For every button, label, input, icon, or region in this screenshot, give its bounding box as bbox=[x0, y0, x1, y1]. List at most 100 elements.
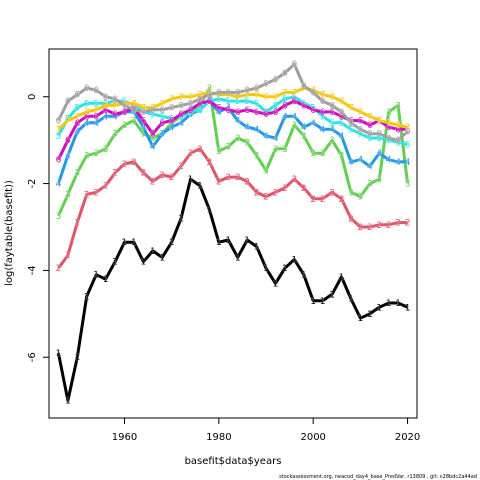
x-tick-label: 2000 bbox=[300, 432, 325, 443]
data-point: 2 bbox=[207, 158, 213, 168]
data-point: 0 bbox=[310, 88, 316, 98]
data-point: 5 bbox=[254, 99, 260, 109]
data-point: 2 bbox=[140, 169, 146, 179]
data-point: 7 bbox=[348, 104, 354, 114]
data-point: 6 bbox=[122, 108, 128, 118]
plot-frame bbox=[48, 48, 418, 419]
data-point: 1 bbox=[329, 290, 335, 300]
data-point: 0 bbox=[188, 99, 194, 109]
data-point: 5 bbox=[235, 97, 241, 107]
series-line bbox=[56, 177, 409, 403]
data-point: 3 bbox=[329, 136, 335, 146]
data-point: 5 bbox=[367, 134, 373, 144]
data-point: 6 bbox=[235, 108, 241, 118]
data-point: 2 bbox=[282, 184, 288, 194]
data-point: 2 bbox=[169, 173, 175, 183]
data-point: 4 bbox=[376, 149, 382, 159]
data-point: 1 bbox=[254, 243, 260, 253]
data-point: 5 bbox=[291, 93, 297, 103]
data-point: 6 bbox=[291, 97, 297, 107]
data-point: 6 bbox=[207, 97, 213, 107]
data-point: 1 bbox=[291, 256, 297, 266]
data-point: 3 bbox=[301, 132, 307, 142]
data-point: 0 bbox=[320, 97, 326, 107]
data-point: 6 bbox=[188, 106, 194, 116]
data-point: 2 bbox=[244, 177, 250, 187]
data-point: 1 bbox=[235, 253, 241, 263]
data-point: 1 bbox=[282, 264, 288, 274]
data-point: 0 bbox=[386, 134, 392, 144]
data-point: 7 bbox=[329, 93, 335, 103]
data-point: 2 bbox=[395, 219, 401, 229]
data-point: 0 bbox=[122, 101, 128, 111]
data-point: 7 bbox=[159, 99, 165, 109]
data-point: 1 bbox=[348, 295, 354, 305]
data-point: 3 bbox=[93, 149, 99, 159]
data-point: 0 bbox=[376, 130, 382, 140]
data-point: 5 bbox=[320, 112, 326, 122]
data-point: 5 bbox=[348, 125, 354, 135]
data-point: 6 bbox=[65, 136, 71, 146]
data-point: 3 bbox=[263, 167, 269, 177]
data-point: 2 bbox=[159, 171, 165, 181]
data-point: 2 bbox=[93, 188, 99, 198]
data-point: 7 bbox=[65, 117, 71, 127]
data-point: 6 bbox=[395, 125, 401, 135]
data-point: 5 bbox=[386, 136, 392, 146]
data-point: 0 bbox=[56, 117, 62, 127]
data-point: 2 bbox=[348, 214, 354, 224]
data-point: 4 bbox=[386, 156, 392, 166]
data-point: 5 bbox=[216, 95, 222, 105]
data-point: 5 bbox=[150, 110, 156, 120]
series-line bbox=[57, 147, 408, 270]
data-point: 5 bbox=[93, 99, 99, 109]
data-point: 7 bbox=[395, 121, 401, 131]
data-point: 0 bbox=[216, 88, 222, 98]
data-point: 4 bbox=[56, 180, 62, 190]
data-point: 0 bbox=[235, 88, 241, 98]
data-point: 2 bbox=[74, 219, 80, 229]
data-point: 6 bbox=[358, 117, 364, 127]
data-point: 4 bbox=[169, 123, 175, 133]
data-point: 3 bbox=[358, 193, 364, 203]
data-point: 3 bbox=[339, 151, 345, 161]
data-point: 6 bbox=[103, 106, 109, 116]
data-point: 1 bbox=[367, 310, 373, 320]
data-point: 2 bbox=[263, 193, 269, 203]
data-point: 2 bbox=[320, 195, 326, 205]
data-point: 1 bbox=[225, 236, 231, 246]
data-point: 4 bbox=[282, 112, 288, 122]
data-point: 6 bbox=[197, 99, 203, 109]
data-point: 2 bbox=[405, 219, 411, 229]
data-point: 0 bbox=[103, 93, 109, 103]
data-point: 0 bbox=[207, 91, 213, 101]
x-axis-title: basefit$data$years bbox=[185, 456, 282, 467]
data-point: 2 bbox=[84, 190, 90, 200]
data-point: 3 bbox=[207, 84, 213, 94]
data-point: 6 bbox=[282, 101, 288, 111]
data-point: 6 bbox=[263, 110, 269, 120]
data-point: 6 bbox=[56, 156, 62, 166]
data-point: 2 bbox=[291, 175, 297, 185]
data-point: 4 bbox=[84, 119, 90, 129]
data-point: 0 bbox=[367, 130, 373, 140]
data-point: 3 bbox=[367, 180, 373, 190]
data-point: 3 bbox=[140, 130, 146, 140]
data-point: 7 bbox=[84, 108, 90, 118]
data-point: 1 bbox=[65, 397, 71, 407]
data-point: 6 bbox=[178, 110, 184, 120]
data-point: 2 bbox=[112, 169, 118, 179]
data-point: 6 bbox=[310, 106, 316, 116]
data-point: 4 bbox=[112, 112, 118, 122]
data-point: 4 bbox=[178, 119, 184, 129]
data-point: 0 bbox=[348, 119, 354, 129]
data-point: 2 bbox=[216, 177, 222, 187]
data-point: 7 bbox=[188, 93, 194, 103]
data-point: 0 bbox=[273, 75, 279, 85]
series-line bbox=[57, 62, 409, 142]
data-point: 1 bbox=[140, 258, 146, 268]
data-point: 4 bbox=[367, 162, 373, 172]
series-line bbox=[57, 86, 410, 217]
data-point: 1 bbox=[386, 299, 392, 309]
